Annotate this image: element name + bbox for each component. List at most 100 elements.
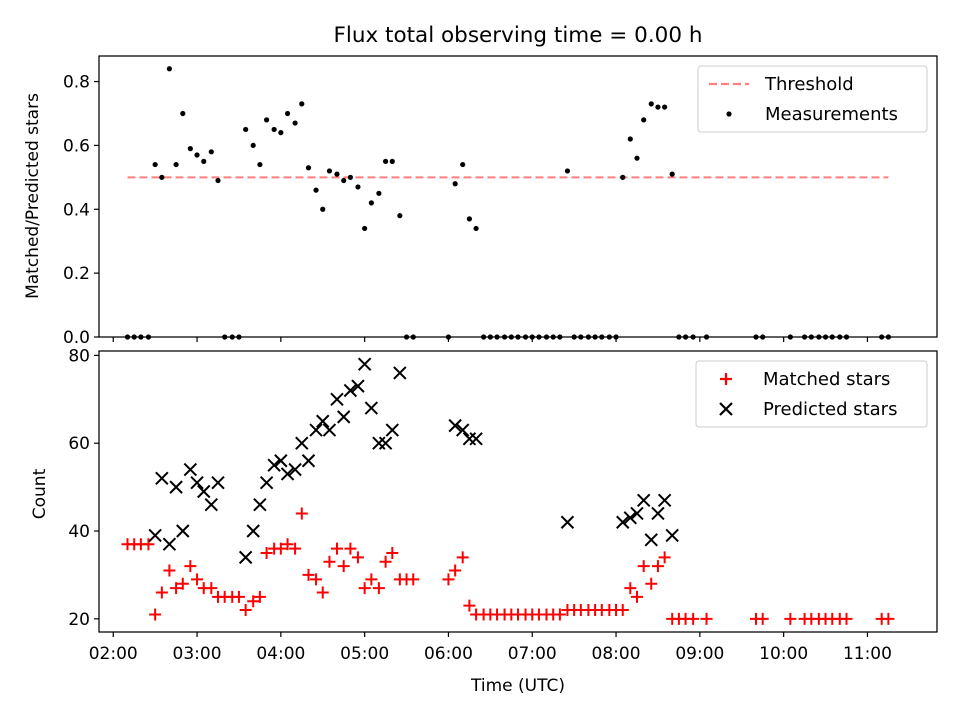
count-x-tick-label: 03:00 xyxy=(173,644,222,664)
measurement-point xyxy=(152,161,158,168)
predicted-star-point xyxy=(211,476,225,490)
matched-star-point xyxy=(687,612,700,625)
matched-star-point xyxy=(386,546,399,559)
count-x-tick-label: 05:00 xyxy=(340,644,389,664)
predicted-star-point xyxy=(238,550,253,565)
predicted-star-point xyxy=(301,454,316,468)
predicted-star-point xyxy=(636,493,651,507)
measurement-point xyxy=(334,171,340,177)
measurement-point xyxy=(452,181,458,187)
measurement-point xyxy=(564,168,571,174)
predicted-star-point xyxy=(259,476,274,490)
predicted-star-point xyxy=(309,423,323,437)
matched-star-point xyxy=(442,573,455,586)
ratio-legend-box xyxy=(697,65,928,133)
measurement-point xyxy=(368,200,374,206)
matched-star-point xyxy=(323,555,336,568)
count-x-tick-label: 04:00 xyxy=(256,644,305,664)
ratio-y-axis-label: Matched/Predicted stars xyxy=(23,93,43,299)
matched-star-point xyxy=(658,551,671,564)
chart-title: Flux total observing time = 0.00 h xyxy=(334,23,703,48)
measurement-point xyxy=(271,126,277,133)
ratio-panel: 0.00.20.40.60.8 Matched/Predicted stars … xyxy=(23,55,938,348)
matched-star-point xyxy=(624,582,637,595)
matched-star-point xyxy=(191,573,204,586)
ratio-y-tick-label: 0.2 xyxy=(63,264,90,284)
predicted-star-point xyxy=(204,497,218,512)
legend-predicted-label: Predicted stars xyxy=(763,399,897,420)
legend-predicted-swatch xyxy=(719,402,733,416)
measurement-point xyxy=(355,184,361,190)
count-y-tick-label: 60 xyxy=(68,434,90,454)
legend-measurements-swatch xyxy=(726,111,732,117)
legend-matched-label: Matched stars xyxy=(763,369,890,390)
matched-star-point xyxy=(700,612,713,625)
matched-star-point xyxy=(351,551,364,564)
predicted-star-point xyxy=(288,462,302,477)
predicted-star-point xyxy=(343,383,358,398)
predicted-star-point xyxy=(351,379,365,393)
predicted-star-point xyxy=(336,410,351,424)
legend-threshold-label: Threshold xyxy=(764,74,854,95)
legend-matched-swatch xyxy=(720,373,732,385)
measurement-point xyxy=(662,104,668,110)
predicted-star-point xyxy=(455,423,470,437)
matched-star-point xyxy=(155,586,168,599)
predicted-star-point xyxy=(295,436,309,450)
measurement-point xyxy=(159,174,165,180)
matched-star-point xyxy=(232,590,245,603)
count-x-tick-label: 02:00 xyxy=(89,644,138,664)
measurement-point xyxy=(627,136,633,142)
count-x-tick-label: 11:00 xyxy=(843,644,892,664)
predicted-star-point xyxy=(469,432,483,446)
predicted-star-point xyxy=(162,537,177,551)
ratio-y-tick-label: 0.0 xyxy=(63,328,90,348)
matched-star-point xyxy=(637,560,650,573)
ratio-y-ticks: 0.0 0.2 0.4 0.6 0.8 xyxy=(63,73,99,348)
matched-star-point xyxy=(449,564,462,577)
count-x-axis-label: Time (UTC) xyxy=(470,676,565,696)
matched-star-point xyxy=(463,599,476,612)
predicted-star-point xyxy=(176,524,190,538)
matched-star-point xyxy=(630,590,643,603)
measurement-point xyxy=(634,155,640,161)
matched-star-point xyxy=(330,542,343,555)
predicted-star-point xyxy=(385,423,400,437)
measurement-point xyxy=(208,149,214,155)
predicted-star-point xyxy=(644,533,658,547)
predicted-star-point xyxy=(246,524,260,538)
predicted-star-point xyxy=(274,454,288,468)
matched-star-point xyxy=(184,560,197,573)
predicted-star-point xyxy=(657,493,672,507)
matched-star-point xyxy=(756,612,769,625)
matched-star-point xyxy=(407,573,420,586)
matched-star-point xyxy=(302,568,315,581)
matched-star-point xyxy=(344,542,357,555)
measurement-point xyxy=(620,174,626,180)
predicted-star-point xyxy=(322,423,337,437)
count-panel-frame xyxy=(98,350,938,633)
count-y-ticks: 20 40 60 80 xyxy=(68,346,99,630)
measurement-point xyxy=(362,225,368,232)
measurement-point xyxy=(655,104,661,110)
measurement-point xyxy=(278,130,284,136)
ratio-y-tick-label: 0.6 xyxy=(63,136,90,156)
predicted-star-point xyxy=(280,467,295,481)
predicted-star-point xyxy=(253,497,267,512)
matched-star-point xyxy=(379,555,392,568)
predicted-star-point xyxy=(393,366,407,380)
matched-star-point xyxy=(142,538,155,551)
measurement-point xyxy=(313,187,319,193)
predicted-star-point xyxy=(364,401,379,415)
measurement-point xyxy=(180,110,186,117)
measurement-point xyxy=(389,158,395,164)
count-legend-box xyxy=(695,360,928,428)
predicted-star-point xyxy=(183,462,198,477)
measurement-point xyxy=(669,171,675,177)
measurement-point xyxy=(641,117,647,123)
predicted-star-point xyxy=(190,476,204,490)
predicted-star-point xyxy=(169,480,183,494)
measurement-point xyxy=(299,101,305,107)
matched-star-point xyxy=(253,590,266,603)
matched-star-point xyxy=(310,573,323,586)
